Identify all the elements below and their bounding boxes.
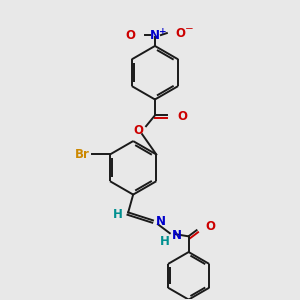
Text: O: O (133, 124, 143, 137)
Text: O: O (125, 28, 135, 42)
Text: H: H (113, 208, 123, 221)
Text: Br: Br (75, 148, 90, 161)
Text: N: N (150, 28, 160, 42)
Text: O: O (176, 27, 186, 40)
Text: +: + (159, 27, 167, 36)
Text: −: − (185, 24, 194, 34)
Text: O: O (206, 220, 215, 233)
Text: N: N (172, 229, 182, 242)
Text: H: H (160, 235, 170, 248)
Text: O: O (178, 110, 188, 123)
Text: N: N (156, 215, 166, 228)
